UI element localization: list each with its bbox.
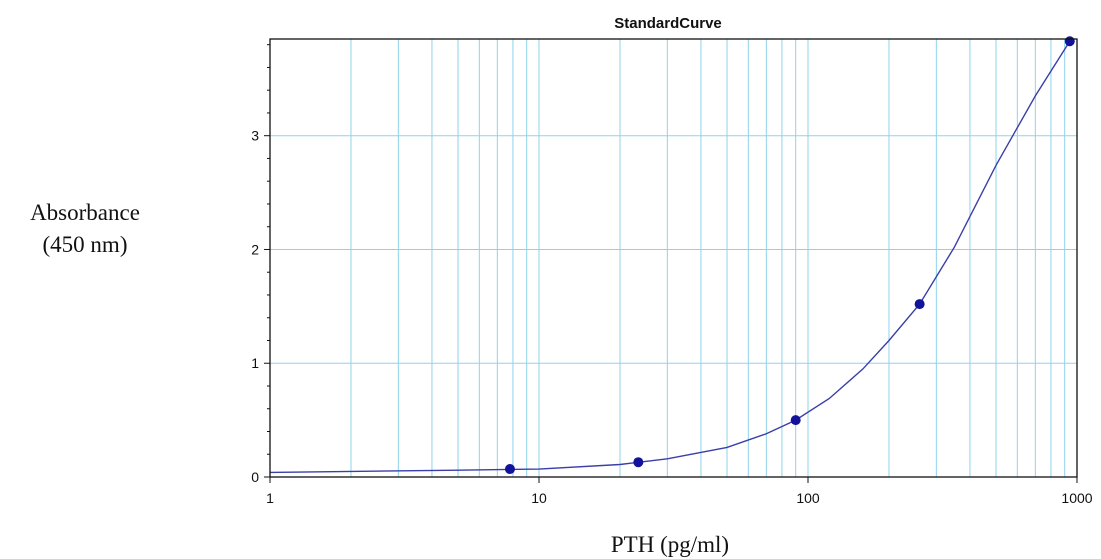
plot-frame [269,38,1078,478]
x-tick-label: 100 [796,490,820,506]
y-axis-label-line-1: Absorbance [30,200,140,225]
data-point [504,464,515,475]
y-tick-label: 1 [251,355,259,371]
x-tick-label: 1 [266,490,274,506]
fit-curve [269,40,1071,474]
data-point [914,299,925,310]
y-axis-label: Absorbance (450 nm) [30,200,140,257]
data-point [790,415,801,426]
y-tick-label: 3 [251,128,259,144]
chart-title: StandardCurve [614,15,722,32]
x-tick-label: 10 [531,490,547,506]
y-axis-label-line-2: (450 nm) [43,232,128,257]
data-point [1064,36,1075,47]
data-point [633,457,644,468]
x-axis-label: PTH (pg/ml) [611,532,729,557]
x-tick-label: 1000 [1061,490,1092,506]
y-tick-label: 0 [251,469,259,485]
y-tick-label: 2 [251,241,259,257]
